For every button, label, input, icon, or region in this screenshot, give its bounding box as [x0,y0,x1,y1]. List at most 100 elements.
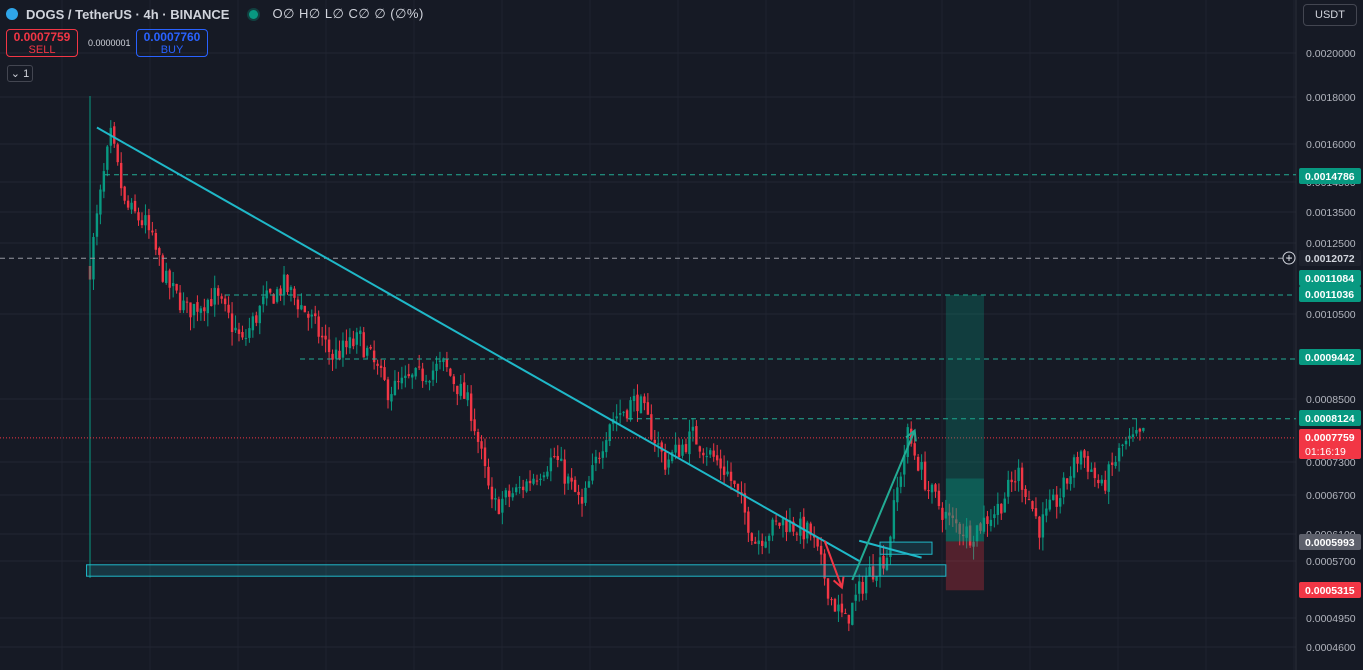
candle [147,208,151,239]
candle [546,466,549,480]
candle-body [875,576,878,581]
candle [386,376,390,409]
candle-body [116,144,119,163]
candle-body [414,368,417,377]
candle-body [618,413,622,415]
candle-body [632,395,636,402]
candle [411,373,414,389]
candle-body [525,481,528,492]
candle-body [629,400,632,420]
candle [979,522,982,534]
candle [279,285,282,301]
candle [896,476,899,511]
candle-body [968,525,972,546]
candle-body [532,478,535,484]
candle [372,340,376,370]
candle [459,375,462,400]
candle-body [615,416,618,419]
candle [750,532,754,545]
sell-button[interactable]: 0.0007759 SELL [6,29,78,57]
candle [154,229,158,256]
candle [320,326,324,346]
candle [885,549,889,572]
candle-body [151,230,154,233]
candle [937,483,941,510]
candle [144,204,147,234]
candle [123,185,126,205]
candle-body [767,535,771,541]
candle-body [560,458,563,461]
candle [1010,471,1013,492]
candle [286,274,289,295]
candle-body [196,302,199,312]
price-tick-label: 0.0016000 [1306,139,1356,151]
candle [178,285,182,313]
candle [1007,470,1010,504]
candle [303,305,307,313]
candle-body [757,540,760,545]
candle [473,408,476,436]
candle [497,496,501,515]
candle-body [622,411,625,413]
candle-body [972,541,975,547]
candle-body [1000,503,1003,514]
candle-body [948,512,951,516]
candle-body [1059,498,1062,507]
candle-body [982,517,986,532]
candle [781,517,785,538]
candle-body [300,305,303,310]
candle [722,455,726,484]
candle-body [1131,434,1135,438]
price-label-green: 0.0011036 [1299,286,1361,302]
candle [816,537,819,551]
candle-body [286,274,289,293]
candle-body [213,287,216,305]
price-label-text: 0.0005993 [1305,537,1355,549]
candle-body [605,440,608,453]
position-stop-zone [945,541,984,591]
candle [165,262,168,285]
candle-body [126,200,130,208]
candle [715,444,719,466]
candle [275,286,279,304]
candle-body [771,519,774,536]
candle-body [487,466,490,486]
buy-button[interactable]: 0.0007760 BUY [136,29,208,57]
candle [941,502,944,533]
candle-body [449,368,452,376]
candle [958,522,961,546]
candle-body [965,526,968,538]
candle-body [182,300,185,311]
candle [1000,503,1003,520]
indicators-toggle[interactable]: ⌄ 1 [7,65,33,82]
candle-body [781,518,785,526]
candle [199,305,203,321]
candle [1138,427,1142,441]
candle [674,432,677,460]
price-label-text: 0.0014786 [1305,171,1355,183]
candle-body [390,394,393,402]
candle [1093,462,1097,487]
candle [1003,492,1006,513]
candle [961,523,965,546]
candle [986,510,989,537]
candle [903,444,906,487]
candle [996,492,1000,525]
candle-body [691,426,695,431]
price-label-box [1299,349,1361,365]
candle [667,454,670,475]
candle [539,473,542,486]
candle-body [913,443,916,456]
candle [1017,459,1020,492]
candle-body [674,444,677,453]
candle-body [435,363,438,371]
candle-body [1135,430,1138,434]
candle-body [889,536,892,558]
candle [1020,462,1024,503]
candle-body [584,487,587,503]
candle [556,445,559,468]
candle-body [774,520,778,522]
currency-selector[interactable]: USDT [1303,4,1357,26]
symbol-title[interactable]: DOGS / TetherUS · 4h · BINANCE [26,6,230,22]
